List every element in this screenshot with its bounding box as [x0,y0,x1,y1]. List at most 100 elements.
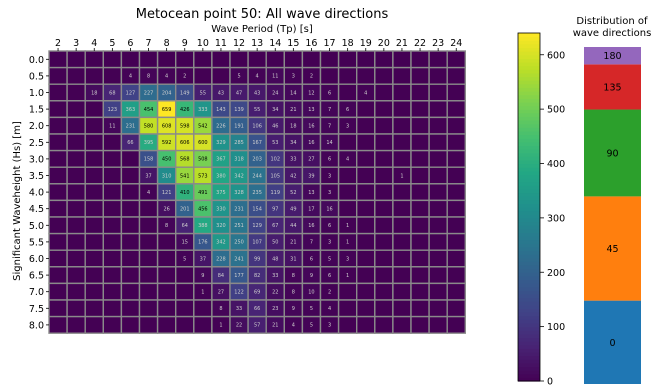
heatmap-cell [410,266,430,285]
heatmap-cell [84,133,104,152]
heatmap-cell [138,216,159,235]
heatmap-cell-label: 16 [308,124,314,130]
x-tick-label: 14 [269,38,281,49]
heatmap-cell [193,66,213,85]
y-tick-label: 7.0 [29,287,44,298]
heatmap-cell [446,133,467,152]
heatmap-cell-label: 542 [198,124,208,130]
heatmap-cell [120,199,141,218]
heatmap-cell-label: 367 [216,157,226,163]
heatmap-cell [392,299,412,318]
colorbar-gradient-band [518,315,540,320]
heatmap-cell-label: 67 [272,223,278,229]
heatmap-cell-label: 8 [165,223,168,229]
heatmap-cell [138,282,159,301]
heatmap-cell [120,232,141,251]
heatmap-cell [392,183,412,202]
heatmap-cell [102,183,123,202]
heatmap-cell-label: 37 [145,173,151,179]
heatmap-cell-label: 84 [218,273,224,279]
heatmap-cell-label: 363 [126,107,136,113]
colorbar-gradient-band [518,352,540,357]
heatmap-cell [102,149,123,168]
heatmap-cell [156,249,177,268]
heatmap-cell-label: 388 [198,223,208,229]
direction-segment-label: 0 [609,338,615,349]
heatmap-cell-label: 6 [328,90,331,96]
colorbar-gradient-band [518,188,540,194]
heatmap-cell [84,232,104,251]
heatmap-cell-label: 426 [180,107,190,113]
heatmap-cell [211,50,231,69]
heatmap-cell [356,216,376,235]
heatmap-cell-label: 43 [218,90,224,96]
y-tick-label: 6.0 [29,254,44,265]
heatmap-cell-label: 176 [198,240,208,246]
heatmap-cell [84,249,104,268]
heatmap-cell [138,50,159,69]
heatmap-cell [410,282,430,301]
colorbar-gradient-band [518,181,540,186]
heatmap-cell [319,50,340,69]
heatmap-cell-label: 13 [308,190,314,196]
x-tick-label: 12 [233,38,245,49]
colorbar-gradient-band [518,149,540,154]
heatmap-cell-label: 2 [328,290,331,296]
heatmap-cell-label: 26 [163,207,169,213]
colorbar-gradient-band [518,373,540,378]
heatmap-cell [48,199,68,218]
heatmap-cell [102,199,123,218]
heatmap-cell-label: 201 [180,207,190,213]
heatmap-cell-label: 2 [183,74,186,80]
heatmap-cell [66,249,86,268]
heatmap-cell-label: 5 [310,306,313,312]
heatmap-cell [428,216,448,235]
heatmap-cell [374,315,394,334]
heatmap-cell [356,315,376,334]
heatmap-cell-label: 127 [126,90,136,96]
heatmap-cell-label: 22 [272,290,278,296]
heatmap-cell [48,116,68,135]
heatmap-cell [428,166,448,185]
colorbar-gradient-band [518,333,540,339]
heatmap-cell-label: 1 [219,323,222,329]
heatmap-cell-label: 9 [292,306,295,312]
heatmap-cell-label: 55 [200,90,206,96]
heatmap-cell [120,216,141,235]
colorbar-gradient-band [518,326,540,331]
colorbar-tick-label: 600 [547,50,565,61]
heatmap-cell [301,50,322,69]
heatmap-cell-label: 333 [198,107,208,113]
heatmap-cell-label: 598 [180,124,190,130]
heatmap-cell-label: 454 [144,107,154,113]
heatmap-cell-label: 82 [254,273,260,279]
colorbar-gradient-band [518,62,540,67]
heatmap-cell [410,216,430,235]
heatmap-cell-label: 27 [308,157,314,163]
heatmap-cell [337,83,358,102]
heatmap-cell-label: 231 [126,124,136,130]
y-tick-label: 1.5 [29,105,44,116]
colorbar-gradient-band [518,112,540,117]
heatmap-cell-label: 226 [216,124,226,130]
heatmap-cell [211,66,231,85]
heatmap-cell-label: 3 [346,256,349,262]
heatmap-cell [120,249,141,268]
colorbar-gradient-band [518,159,540,165]
colorbar-gradient-band [518,283,540,288]
heatmap-cell [156,282,177,301]
direction-segment-label: 180 [603,51,621,62]
colorbar-tick-label: 400 [547,159,565,170]
heatmap-cell [392,149,412,168]
heatmap-cell-label: 50 [272,240,278,246]
colorbar-gradient-band [518,91,540,96]
heatmap-cell-label: 4 [292,323,295,329]
heatmap-cell [337,199,358,218]
heatmap-cell [356,183,376,202]
heatmap-cell [410,116,430,135]
heatmap-cell [84,266,104,285]
colorbar-gradient-band [518,348,540,353]
heatmap-cell [446,232,467,251]
heatmap-cell-label: 329 [216,140,226,146]
heatmap-cell-label: 39 [308,173,314,179]
